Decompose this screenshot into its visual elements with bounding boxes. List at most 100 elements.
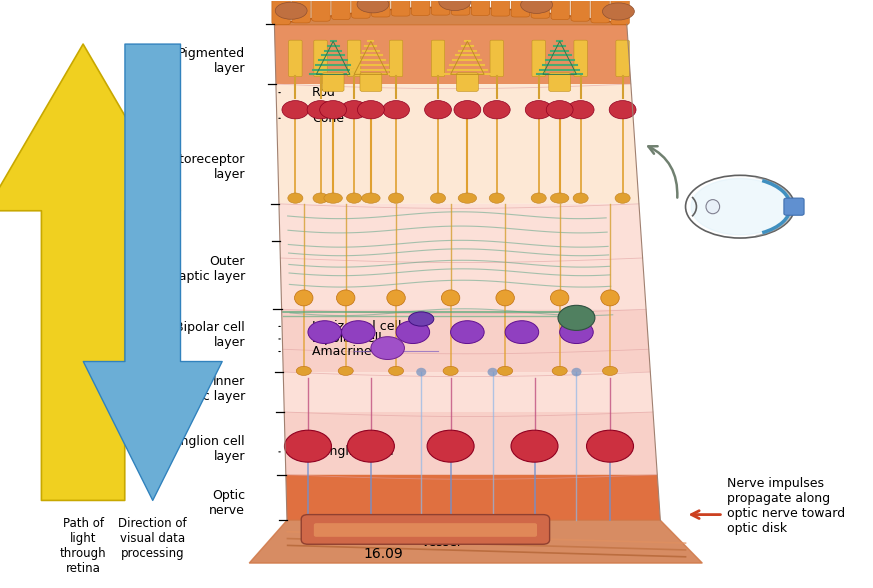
- FancyBboxPatch shape: [289, 40, 302, 76]
- FancyBboxPatch shape: [471, 0, 490, 15]
- FancyBboxPatch shape: [313, 523, 537, 537]
- Ellipse shape: [336, 290, 355, 306]
- Polygon shape: [274, 24, 631, 84]
- Ellipse shape: [602, 366, 617, 376]
- Circle shape: [587, 430, 634, 462]
- FancyBboxPatch shape: [301, 514, 550, 544]
- FancyBboxPatch shape: [571, 0, 589, 21]
- FancyBboxPatch shape: [784, 198, 804, 215]
- FancyBboxPatch shape: [411, 0, 430, 15]
- Circle shape: [511, 430, 558, 462]
- Ellipse shape: [288, 193, 303, 203]
- FancyBboxPatch shape: [347, 40, 361, 76]
- Ellipse shape: [520, 0, 553, 14]
- FancyBboxPatch shape: [431, 0, 450, 15]
- Text: Direction of
visual data
processing: Direction of visual data processing: [119, 517, 187, 560]
- FancyBboxPatch shape: [332, 0, 350, 19]
- Ellipse shape: [572, 368, 581, 376]
- Polygon shape: [285, 412, 657, 475]
- FancyBboxPatch shape: [574, 40, 588, 76]
- Circle shape: [396, 320, 430, 343]
- Ellipse shape: [357, 0, 389, 13]
- FancyBboxPatch shape: [431, 40, 444, 76]
- Circle shape: [285, 430, 332, 462]
- Circle shape: [307, 101, 334, 119]
- FancyBboxPatch shape: [512, 0, 530, 17]
- FancyBboxPatch shape: [531, 0, 550, 18]
- FancyBboxPatch shape: [372, 0, 390, 17]
- FancyBboxPatch shape: [532, 40, 546, 76]
- Ellipse shape: [551, 290, 569, 306]
- Text: Outer
synaptic layer: Outer synaptic layer: [157, 255, 245, 283]
- Text: Ganglion cell
layer: Ganglion cell layer: [163, 435, 245, 463]
- FancyBboxPatch shape: [549, 73, 571, 92]
- Ellipse shape: [294, 290, 313, 306]
- Text: 16.09: 16.09: [363, 547, 403, 562]
- Text: Horizontal cell: Horizontal cell: [313, 320, 402, 333]
- FancyBboxPatch shape: [615, 40, 629, 76]
- Polygon shape: [283, 372, 653, 412]
- Ellipse shape: [442, 290, 460, 306]
- Ellipse shape: [551, 193, 569, 203]
- Ellipse shape: [347, 193, 361, 203]
- Circle shape: [560, 320, 594, 343]
- FancyBboxPatch shape: [551, 0, 569, 19]
- FancyBboxPatch shape: [491, 0, 510, 16]
- Ellipse shape: [430, 193, 445, 203]
- Circle shape: [424, 101, 451, 119]
- Text: Ganglion cell: Ganglion cell: [313, 445, 394, 459]
- Ellipse shape: [601, 290, 619, 306]
- FancyBboxPatch shape: [591, 0, 609, 23]
- Ellipse shape: [275, 2, 307, 19]
- Text: Amacrine cell: Amacrine cell: [313, 345, 397, 358]
- Text: Inner
synaptic layer: Inner synaptic layer: [157, 375, 245, 403]
- Circle shape: [357, 101, 384, 119]
- Ellipse shape: [313, 193, 328, 203]
- Text: Photoreceptor
layer: Photoreceptor layer: [156, 153, 245, 181]
- Ellipse shape: [489, 193, 505, 203]
- Circle shape: [505, 320, 539, 343]
- Circle shape: [454, 101, 481, 119]
- Circle shape: [484, 101, 510, 119]
- FancyBboxPatch shape: [611, 0, 629, 25]
- Circle shape: [340, 101, 368, 119]
- Circle shape: [427, 430, 474, 462]
- Ellipse shape: [602, 3, 635, 20]
- Text: Cone: Cone: [313, 112, 344, 125]
- Ellipse shape: [443, 366, 458, 376]
- Circle shape: [567, 101, 595, 119]
- Text: Pigmented
layer: Pigmented layer: [178, 47, 245, 75]
- Circle shape: [282, 101, 309, 119]
- Text: Path of
light
through
retina: Path of light through retina: [59, 517, 107, 576]
- Circle shape: [546, 101, 573, 119]
- Circle shape: [526, 101, 552, 119]
- Polygon shape: [282, 309, 650, 372]
- FancyBboxPatch shape: [313, 40, 327, 76]
- Ellipse shape: [531, 193, 546, 203]
- Circle shape: [320, 101, 347, 119]
- Ellipse shape: [496, 290, 514, 306]
- Ellipse shape: [498, 366, 512, 376]
- Ellipse shape: [615, 193, 630, 203]
- Circle shape: [347, 430, 395, 462]
- FancyBboxPatch shape: [322, 73, 344, 92]
- FancyBboxPatch shape: [490, 40, 504, 76]
- Ellipse shape: [706, 199, 719, 213]
- FancyBboxPatch shape: [360, 73, 382, 92]
- Text: Nerve impulses
propagate along
optic nerve toward
optic disk: Nerve impulses propagate along optic ner…: [727, 477, 846, 535]
- Text: Bipolar cell: Bipolar cell: [313, 332, 382, 346]
- Circle shape: [382, 101, 409, 119]
- Text: Rod: Rod: [313, 86, 336, 99]
- Text: Bipolar cell
layer: Bipolar cell layer: [175, 321, 245, 349]
- Circle shape: [450, 320, 485, 343]
- Polygon shape: [276, 84, 639, 204]
- Ellipse shape: [416, 368, 426, 376]
- Ellipse shape: [573, 193, 588, 203]
- Circle shape: [558, 305, 595, 330]
- FancyBboxPatch shape: [312, 0, 330, 21]
- FancyBboxPatch shape: [451, 0, 470, 15]
- Polygon shape: [279, 204, 646, 309]
- Ellipse shape: [388, 193, 403, 203]
- Polygon shape: [249, 520, 702, 563]
- Ellipse shape: [409, 312, 434, 326]
